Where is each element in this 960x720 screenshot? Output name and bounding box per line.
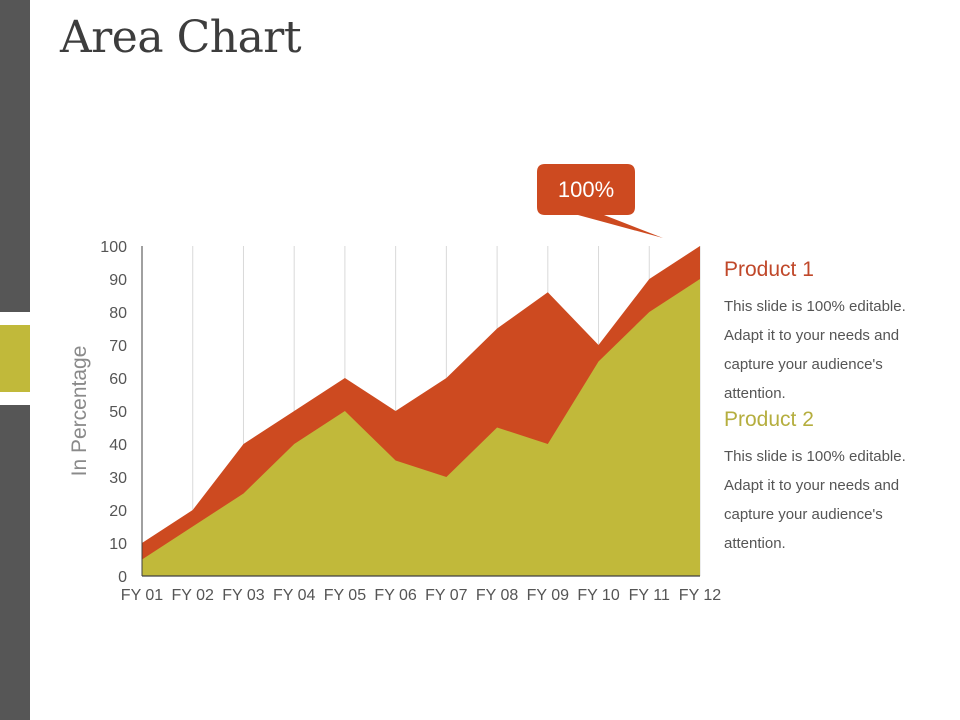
y-tick-label: 40	[109, 437, 127, 454]
y-tick-label: 50	[109, 404, 127, 421]
y-tick-label: 0	[118, 569, 127, 586]
y-tick-label: 20	[109, 503, 127, 520]
x-tick-label: FY 10	[577, 587, 620, 604]
y-tick-label: 90	[109, 272, 127, 289]
y-tick-label: 70	[109, 338, 127, 355]
y-axis-title: In Percentage	[68, 346, 91, 477]
legend-body-product-2: This slide is 100% editable. Adapt it to…	[724, 448, 906, 552]
x-tick-label: FY 12	[679, 587, 722, 604]
x-tick-label: FY 03	[222, 587, 265, 604]
sidebar-bar-top	[0, 0, 30, 312]
y-tick-label: 100	[100, 239, 127, 256]
x-tick-label: FY 06	[374, 587, 417, 604]
y-tick-label: 80	[109, 305, 127, 322]
page-title: Area Chart	[60, 12, 302, 63]
legend-title-product-1: Product 1	[724, 258, 814, 281]
x-tick-label: FY 05	[324, 587, 367, 604]
sidebar-accent-block	[0, 325, 30, 392]
x-tick-label: FY 11	[629, 587, 670, 604]
product-2-area	[142, 279, 700, 576]
x-tick-label: FY 04	[273, 587, 316, 604]
callout-label: 100%	[558, 177, 614, 202]
x-tick-label: FY 02	[172, 587, 215, 604]
x-tick-label: FY 08	[476, 587, 519, 604]
legend-product-1: Product 1 This slide is 100% editable. A…	[724, 258, 944, 408]
y-axis-ticks: 0 10 20 30 40 50 60 70 80 90 100	[100, 239, 127, 586]
legend-product-2: Product 2 This slide is 100% editable. A…	[724, 408, 944, 558]
callout-bubble: 100%	[537, 164, 663, 238]
x-tick-label: FY 07	[425, 587, 468, 604]
x-axis-ticks: FY 01 FY 02 FY 03 FY 04 FY 05 FY 06 FY 07 FY 08…	[121, 587, 722, 604]
y-tick-label: 60	[109, 371, 127, 388]
x-tick-label: FY 09	[527, 587, 570, 604]
legend-title-product-2: Product 2	[724, 408, 814, 431]
y-tick-label: 30	[109, 470, 127, 487]
sidebar-bar-bottom	[0, 405, 30, 720]
x-tick-label: FY 01	[121, 587, 164, 604]
y-tick-label: 10	[109, 536, 127, 553]
legend-body-product-1: This slide is 100% editable. Adapt it to…	[724, 298, 906, 402]
